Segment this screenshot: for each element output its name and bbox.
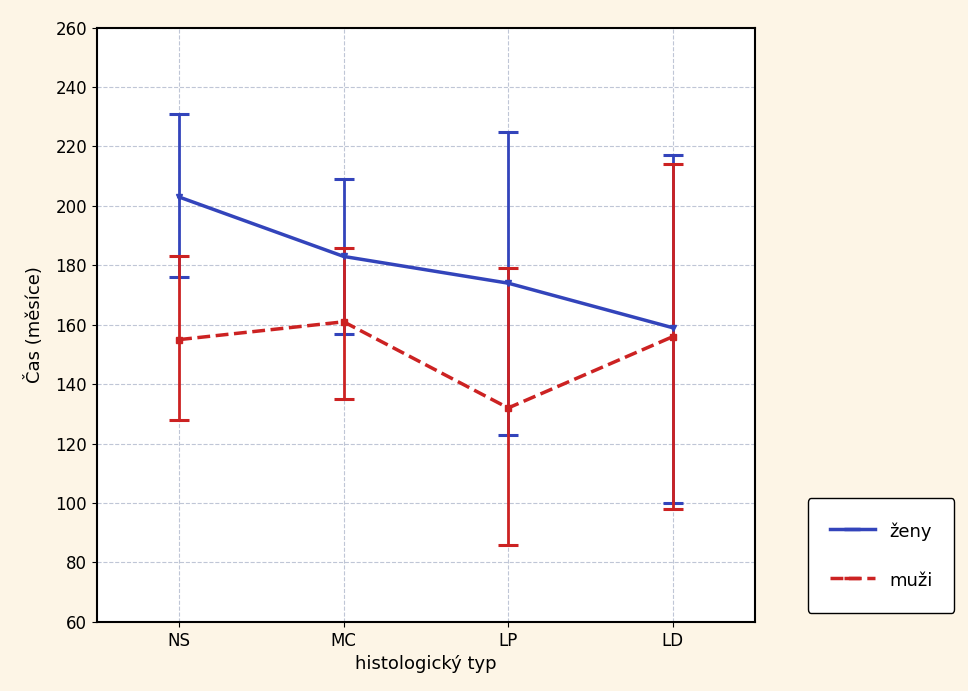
Y-axis label: Čas (měsíce): Čas (měsíce) [25,266,45,384]
Legend: ženy, muži: ženy, muži [808,498,954,613]
X-axis label: histologický typ: histologický typ [355,655,497,673]
